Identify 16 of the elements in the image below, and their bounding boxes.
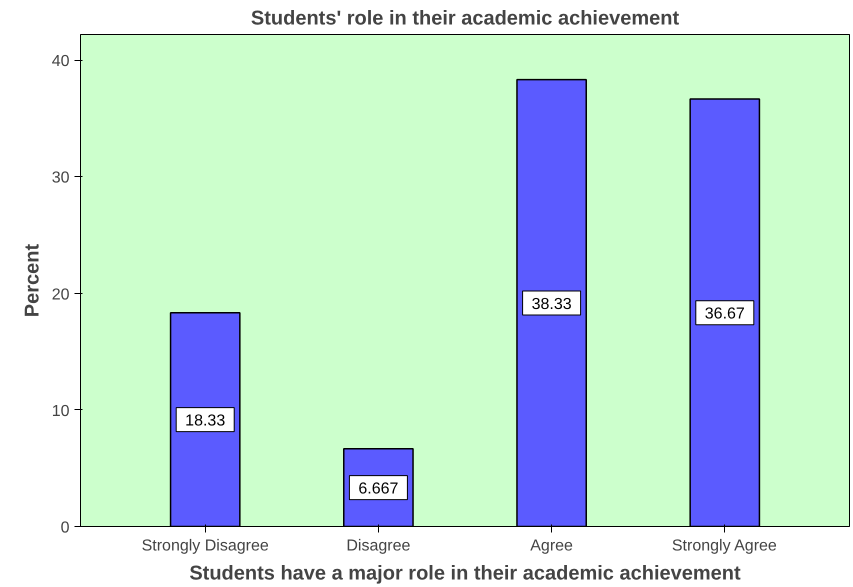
y-tick-label: 40 bbox=[52, 53, 70, 70]
y-tick-label: 10 bbox=[52, 402, 70, 420]
data-label: 36.67 bbox=[704, 306, 745, 323]
y-tick-label: 20 bbox=[52, 286, 70, 304]
x-tick-label: Disagree bbox=[346, 538, 411, 554]
y-tick-label: 0 bbox=[60, 520, 70, 536]
x-tick-label: Agree bbox=[530, 538, 574, 554]
x-tick-label: Strongly Disagree bbox=[142, 538, 269, 554]
x-tick-label: Strongly Agree bbox=[672, 538, 777, 554]
y-tick-label: 30 bbox=[52, 170, 70, 187]
x-axis-title: Students have a major role in their academic achievement bbox=[189, 562, 741, 584]
chart-title: Students' role in their academic achievement bbox=[250, 8, 680, 30]
data-label: 38.33 bbox=[532, 296, 572, 314]
data-label: 18.33 bbox=[185, 412, 226, 430]
data-label: 6.667 bbox=[358, 480, 399, 498]
y-axis-title: Percent bbox=[22, 243, 44, 318]
